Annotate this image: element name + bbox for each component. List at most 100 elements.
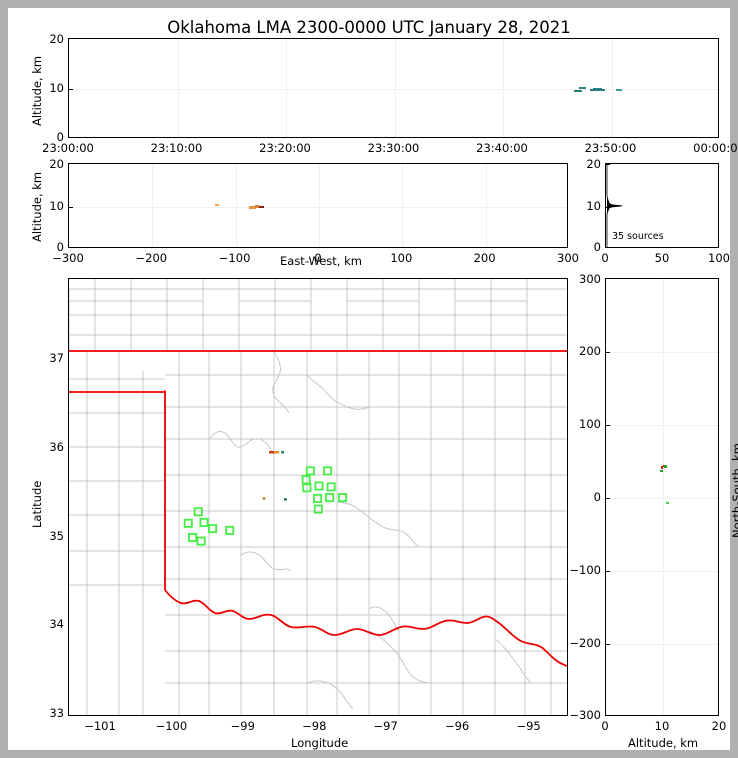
- tick-label: 23:20:00: [259, 141, 311, 155]
- panel-altitude-northsouth[interactable]: [605, 278, 719, 716]
- tick-label: 10: [49, 199, 64, 213]
- tick-label: −100: [218, 251, 251, 265]
- panel-source-histogram[interactable]: [605, 163, 719, 248]
- axis-tick: [606, 352, 610, 353]
- tick-label: 35: [49, 529, 64, 543]
- tick-label: 50: [654, 251, 670, 265]
- gridline: [611, 39, 613, 137]
- tick-label: −99: [230, 719, 255, 733]
- figure-canvas: Oklahoma LMA 2300-0000 UTC January 28, 2…: [8, 8, 738, 750]
- data-point: [215, 203, 220, 207]
- station-marker: [301, 475, 311, 485]
- histogram-curve: [606, 165, 623, 247]
- data-point: [590, 88, 597, 91]
- axis-tick: [606, 164, 610, 165]
- axis-tick: [606, 571, 610, 572]
- gridline: [319, 164, 320, 247]
- axis-tick: [69, 206, 73, 208]
- tick-label: 23:40:00: [476, 141, 528, 155]
- gridline: [69, 206, 567, 208]
- gridline: [485, 164, 487, 247]
- station-marker: [183, 518, 193, 528]
- gridline: [235, 164, 237, 247]
- map-geography: [69, 279, 567, 715]
- station-marker: [302, 483, 312, 493]
- station-marker: [338, 493, 348, 503]
- map-source-group: [262, 451, 287, 501]
- tick-label: 23:10:00: [150, 141, 203, 155]
- data-point: [615, 88, 622, 91]
- tick-label: −98: [302, 719, 327, 733]
- data-point: [252, 206, 256, 209]
- data-point: [660, 469, 663, 473]
- tick-label: −200: [135, 251, 168, 265]
- map-source-point: [269, 451, 272, 454]
- panel-time-altitude[interactable]: [68, 38, 719, 138]
- station-marker: [314, 481, 324, 491]
- tick-label: 20: [711, 719, 727, 733]
- source-count-annotation: 35 sources: [612, 231, 664, 242]
- axis-label-eastwest: East-West, km: [280, 254, 362, 268]
- data-point: [660, 466, 664, 469]
- gridline: [606, 425, 718, 426]
- gridline: [69, 89, 718, 90]
- data-point: [248, 206, 253, 209]
- station-marker: [225, 525, 235, 535]
- station-marker: [326, 482, 336, 492]
- axis-tick: [69, 89, 73, 90]
- tick-label: 300: [557, 251, 579, 265]
- tick-label: 200: [579, 344, 601, 358]
- map-source-point: [284, 498, 287, 501]
- gridline: [606, 571, 718, 572]
- gridline: [606, 644, 718, 645]
- panel-eastwest-altitude[interactable]: [68, 163, 568, 248]
- data-point: [579, 86, 586, 89]
- tick-label: −96: [444, 719, 470, 733]
- tick-label: 0: [56, 240, 64, 254]
- tick-label: 100: [708, 251, 730, 265]
- tick-label: 200: [473, 251, 496, 265]
- gridline: [402, 164, 404, 247]
- axis-label-altitude-ns: Altitude, km: [628, 736, 699, 750]
- axis-label-northsouth: North-South, km: [730, 443, 738, 538]
- station-marker: [196, 536, 206, 546]
- gridline: [286, 39, 287, 137]
- tick-label: −100: [569, 563, 601, 577]
- map-source-point: [274, 451, 277, 454]
- gridline: [394, 39, 396, 137]
- gridline: [177, 39, 179, 137]
- station-marker: [325, 493, 335, 503]
- tick-label: 0: [314, 251, 322, 265]
- tick-label: −300: [569, 708, 601, 722]
- panel-map[interactable]: [68, 278, 568, 716]
- tick-label: 10: [49, 81, 64, 95]
- data-point: [599, 88, 606, 91]
- station-marker-group: [183, 466, 348, 546]
- map-source-point: [271, 451, 274, 454]
- station-marker: [313, 493, 323, 503]
- station-marker: [313, 504, 323, 514]
- axis-tick: [606, 498, 610, 499]
- axis-label-altitude: Altitude, km: [30, 171, 44, 242]
- gridline: [606, 352, 718, 353]
- tick-label: 100: [579, 417, 601, 431]
- tick-label: 20: [49, 32, 64, 46]
- tick-label: −97: [373, 719, 398, 733]
- tick-label: 0: [601, 251, 609, 265]
- station-marker: [193, 507, 203, 517]
- tick-label: 37: [49, 351, 64, 365]
- tick-label: 23:30:00: [367, 141, 420, 155]
- tick-label: 20: [49, 157, 64, 171]
- tick-label: 23:50:00: [584, 141, 637, 155]
- tick-label: −200: [569, 636, 601, 650]
- tick-label: 0: [593, 490, 601, 504]
- tick-label: 00:00:00: [693, 141, 738, 155]
- tick-label: 0: [601, 719, 609, 733]
- page-title: Oklahoma LMA 2300-0000 UTC January 28, 2…: [167, 18, 571, 37]
- tick-label: −101: [84, 719, 116, 733]
- tick-label: 36: [49, 440, 64, 454]
- tick-label: 33: [49, 706, 64, 720]
- tick-label: −100: [155, 719, 188, 733]
- station-marker: [208, 524, 218, 534]
- tick-label: 23:00:00: [42, 141, 94, 155]
